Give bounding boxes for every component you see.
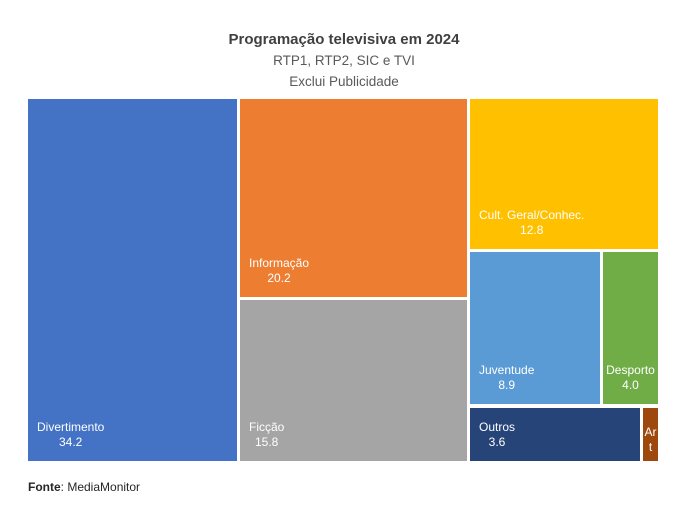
tile-category: Divertimento: [37, 420, 105, 434]
treemap-tile-outros: Outros 3.6: [470, 408, 640, 461]
tile-category: Informação: [249, 256, 310, 270]
tile-value: 34.2: [59, 435, 83, 449]
tile-category: Outros: [479, 420, 516, 434]
treemap-tile-informacao: Informação 20.2: [240, 99, 467, 297]
source-label: Fonte: [28, 480, 61, 494]
tile-category: Art: [644, 425, 657, 454]
chart-header: Programação televisiva em 2024 RTP1, RTP…: [0, 30, 688, 92]
tile-value: 4.0: [622, 378, 639, 392]
treemap-tile-juventude: Juventude 8.9: [470, 252, 600, 404]
treemap-tile-cult-geral: Cult. Geral/Conhec. 12.8: [470, 99, 658, 249]
chart-subtitle-note: Exclui Publicidade: [289, 74, 399, 89]
tile-label-art: Art: [643, 423, 658, 461]
tile-value: 15.8: [254, 435, 279, 449]
treemap-tile-divertimento: Divertimento 34.2: [28, 99, 237, 461]
treemap-tile-desporto: Desporto 4.0: [603, 252, 658, 404]
tile-value: 8.9: [498, 378, 516, 392]
tile-value: 12.8: [520, 223, 544, 237]
tile-category: Juventude: [479, 363, 535, 377]
tile-label-divertimento: Divertimento 34.2: [28, 414, 113, 461]
tile-category: Cult. Geral/Conhec.: [479, 208, 585, 222]
tile-label-juventude: Juventude 8.9: [470, 357, 543, 404]
tile-value: 20.2: [267, 271, 291, 285]
source-note: Fonte: MediaMonitor: [28, 480, 140, 494]
tile-category: Ficção: [249, 420, 285, 434]
tile-label-outros: Outros 3.6: [470, 414, 524, 461]
tile-value: 3.6: [488, 435, 506, 449]
tile-label-ficcao: Ficção 15.8: [240, 414, 293, 461]
chart-subtitle-channels: RTP1, RTP2, SIC e TVI: [273, 53, 415, 68]
chart-title: Programação televisiva em 2024: [228, 31, 460, 48]
treemap-tile-ficcao: Ficção 15.8: [240, 300, 467, 461]
source-value: : MediaMonitor: [60, 480, 141, 494]
treemap-plot-area: Divertimento 34.2 Informação 20.2 Ficção…: [28, 99, 658, 461]
treemap-tile-art: Art: [643, 408, 658, 461]
tile-label-desporto: Desporto 4.0: [603, 357, 658, 404]
tile-label-cult-geral: Cult. Geral/Conhec. 12.8: [470, 202, 593, 249]
tile-label-informacao: Informação 20.2: [240, 250, 318, 297]
tile-category: Desporto: [606, 363, 655, 377]
